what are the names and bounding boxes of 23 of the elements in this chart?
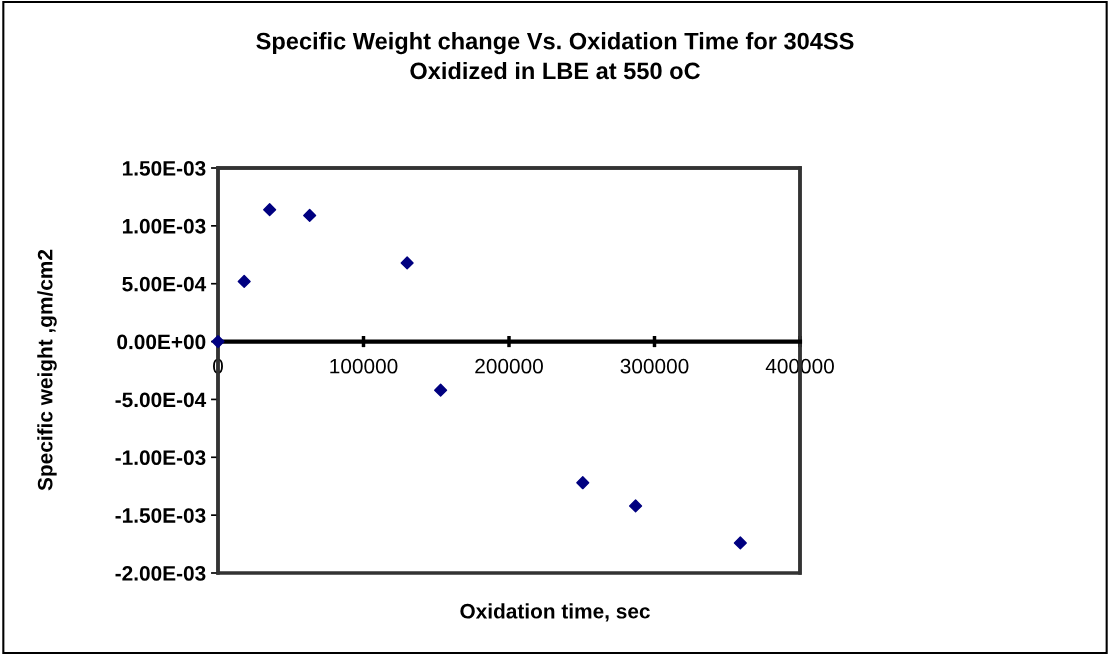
x-tick-label: 300000	[620, 358, 689, 374]
point	[211, 334, 225, 349]
point	[434, 383, 448, 397]
point	[576, 476, 590, 490]
x-axis-title: Oxidation time, sec	[460, 603, 650, 622]
point	[263, 203, 277, 217]
x-tick-label: 100000	[330, 358, 398, 374]
y-tick-label: -1.50E-03	[115, 508, 206, 523]
chart-title: Specific Weight change Vs. Oxidation Time for 304SS Oxidized in LBE at 550 oC	[256, 32, 854, 80]
y-tick-label: -2.00E-03	[115, 566, 206, 581]
x-tick-label: 200000	[475, 358, 543, 374]
y-tick-label: 1.00E-03	[122, 218, 206, 234]
y-tick-label: -1.00E-03	[115, 450, 206, 466]
y-tick-label: -5.00E-04	[115, 392, 207, 408]
y-tick-label: 5.00E-04	[122, 276, 207, 292]
y-axis-title: Specific weight ,gm/cm2	[37, 249, 57, 491]
y-tick-label: 1.50E-03	[122, 161, 206, 176]
point	[303, 208, 317, 223]
point	[628, 499, 643, 513]
point	[400, 256, 414, 270]
point	[733, 536, 747, 550]
point	[237, 274, 251, 288]
y-tick-label: 0.00E+00	[117, 334, 206, 350]
